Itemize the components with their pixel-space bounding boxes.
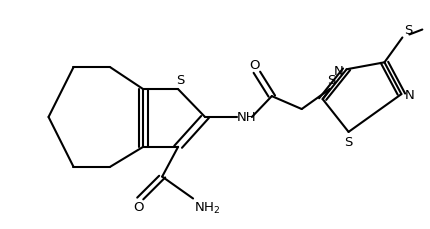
Text: O: O (133, 200, 143, 213)
Text: S: S (344, 136, 353, 149)
Text: NH: NH (237, 111, 257, 124)
Text: O: O (249, 59, 260, 72)
Text: N: N (333, 65, 343, 78)
Text: N: N (405, 88, 415, 101)
Text: S: S (328, 74, 336, 86)
Text: S: S (176, 74, 184, 86)
Text: S: S (404, 24, 412, 36)
Text: NH$_2$: NH$_2$ (194, 200, 221, 215)
